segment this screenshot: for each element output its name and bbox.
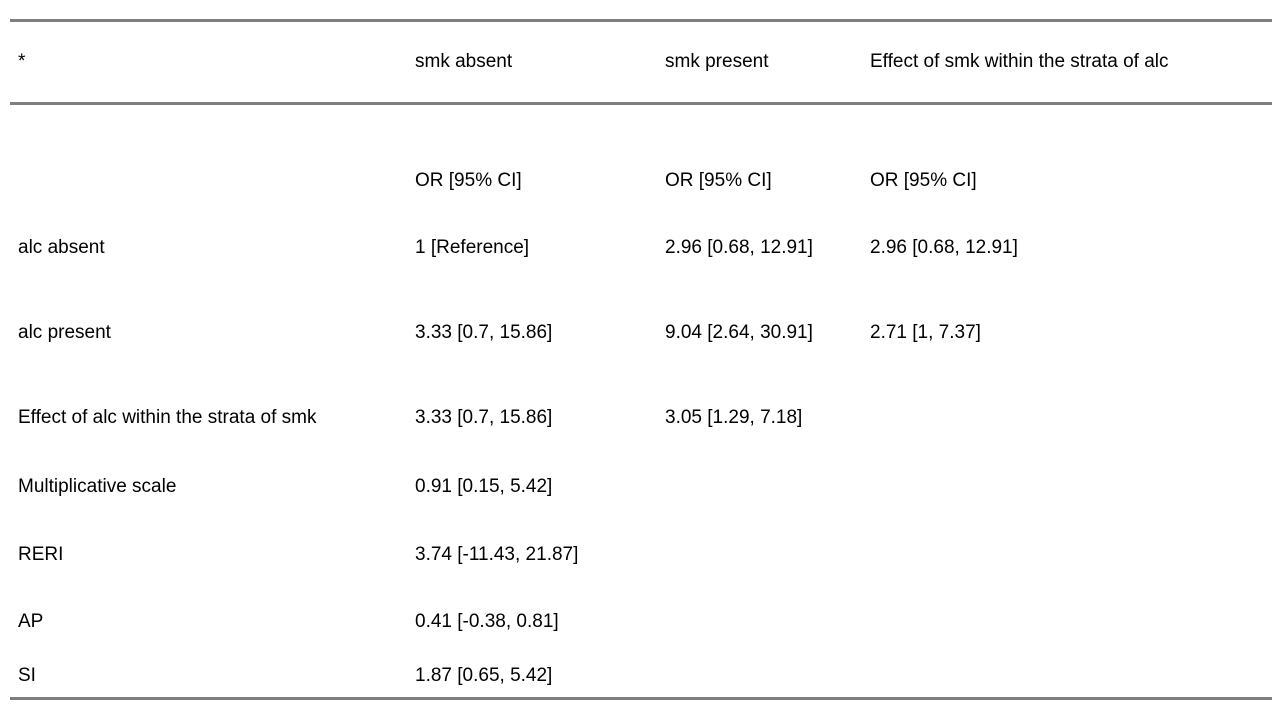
subheader-or-ci-smk-absent: OR [95% CI] <box>415 169 522 191</box>
cell-smk-absent: 0.91 [0.15, 5.42] <box>415 476 553 497</box>
table-header-row: * smk absent smk present Effect of smk w… <box>10 19 1272 105</box>
interaction-results-table: * smk absent smk present Effect of smk w… <box>10 19 1272 700</box>
cell-smk-absent: 3.74 [-11.43, 21.87] <box>415 544 579 565</box>
cell-smk-absent: 1.87 [0.65, 5.42] <box>407 655 657 700</box>
table-row-reri: RERI 3.74 [-11.43, 21.87] <box>10 521 1272 589</box>
cell-smk-absent: 0.41 [-0.38, 0.81] <box>415 611 559 632</box>
cell-smk-present <box>657 453 862 521</box>
cell-smk-absent: 3.33 [0.7, 15.86] <box>415 407 553 428</box>
cell-smk-present <box>657 655 862 700</box>
cell-smk-absent: 1 [Reference] <box>415 237 530 258</box>
cell-effect-of-smk <box>862 383 1272 453</box>
subheader-or-ci-smk-present: OR [95% CI] <box>665 169 772 191</box>
table-row-alc-present: alc present 3.33 [0.7, 15.86] 9.04 [2.64… <box>10 283 1272 383</box>
spacer-cell <box>10 104 1272 149</box>
cell-effect-of-smk <box>862 521 1272 589</box>
row-label: RERI <box>18 544 64 565</box>
subheader-empty-cell <box>10 148 407 213</box>
row-label: alc absent <box>18 237 105 258</box>
subheader-row: OR [95% CI] OR [95% CI] OR [95% CI] <box>10 148 1272 213</box>
table-row-multiplicative-scale: Multiplicative scale 0.91 [0.15, 5.42] <box>10 453 1272 521</box>
row-label: AP <box>18 611 44 632</box>
subheader-or-ci-effect: OR [95% CI] <box>870 169 977 191</box>
cell-smk-present <box>657 589 862 655</box>
spacer-row <box>10 104 1272 149</box>
cell-effect-of-smk: 2.71 [1, 7.37] <box>870 322 981 343</box>
cell-smk-present: 9.04 [2.64, 30.91] <box>665 322 813 343</box>
table-row-si: SI 1.87 [0.65, 5.42] <box>10 655 1272 700</box>
cell-effect-of-smk: 2.96 [0.68, 12.91] <box>870 237 1018 258</box>
cell-effect-of-smk <box>862 655 1272 700</box>
cell-smk-absent: 3.33 [0.7, 15.86] <box>415 322 553 343</box>
table-row-ap: AP 0.41 [-0.38, 0.81] <box>10 589 1272 655</box>
table-row-alc-absent: alc absent 1 [Reference] 2.96 [0.68, 12.… <box>10 213 1272 283</box>
row-label: alc present <box>18 322 111 343</box>
row-label: Multiplicative scale <box>18 476 177 497</box>
table-row-effect-of-alc: Effect of alc within the strata of smk 3… <box>10 383 1272 453</box>
cell-smk-present: 2.96 [0.68, 12.91] <box>665 237 813 258</box>
header-smk-present: smk present <box>657 19 862 105</box>
header-row-label-asterisk: * <box>10 19 407 105</box>
cell-effect-of-smk <box>862 453 1272 521</box>
cell-smk-present: 3.05 [1.29, 7.18] <box>665 407 803 428</box>
header-smk-absent: smk absent <box>407 19 657 105</box>
row-label: SI <box>10 655 407 700</box>
row-label: Effect of alc within the strata of smk <box>18 407 317 428</box>
cell-smk-present <box>657 521 862 589</box>
header-effect-of-smk: Effect of smk within the strata of alc <box>862 19 1272 105</box>
cell-effect-of-smk <box>862 589 1272 655</box>
